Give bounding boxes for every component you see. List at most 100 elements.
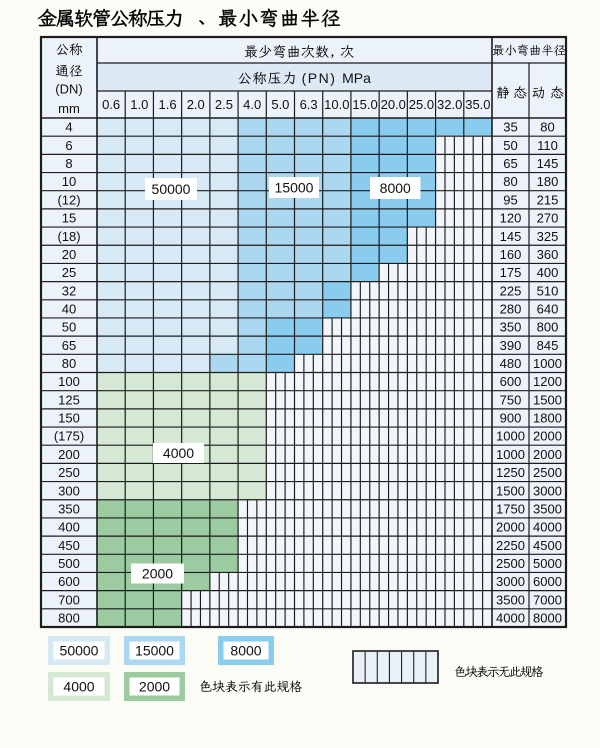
svg-text:6000: 6000 [533,574,562,589]
svg-text:5000: 5000 [533,556,562,571]
svg-text:2500: 2500 [533,465,562,480]
svg-text:145: 145 [537,156,559,171]
svg-text:mm: mm [58,101,80,116]
svg-text:32: 32 [62,283,76,298]
svg-text:15000: 15000 [275,179,314,195]
svg-text:2000: 2000 [139,678,170,694]
svg-text:15000: 15000 [135,642,174,658]
svg-text:2250: 2250 [496,538,525,553]
svg-text:390: 390 [500,338,522,353]
svg-text:10.0: 10.0 [324,97,349,112]
svg-text:2000: 2000 [533,429,562,444]
svg-text:270: 270 [537,211,559,226]
svg-text:40: 40 [62,301,76,316]
svg-text:125: 125 [58,392,80,407]
svg-text:(12): (12) [57,192,80,207]
svg-text:1000: 1000 [496,447,525,462]
svg-text:400: 400 [58,520,80,535]
svg-text:2.5: 2.5 [215,97,233,112]
svg-text:325: 325 [537,229,559,244]
svg-text:600: 600 [500,374,522,389]
svg-text:600: 600 [58,574,80,589]
svg-text:200: 200 [58,447,80,462]
svg-text:180: 180 [537,174,559,189]
svg-text:(18): (18) [57,229,80,244]
svg-text:1000: 1000 [496,429,525,444]
svg-text:800: 800 [537,320,559,335]
svg-text:3500: 3500 [533,501,562,516]
svg-text:(DN): (DN) [55,82,82,97]
svg-text:280: 280 [500,301,522,316]
svg-text:145: 145 [500,229,522,244]
svg-text:65: 65 [503,156,517,171]
svg-text:175: 175 [500,265,522,280]
svg-text:50: 50 [62,320,76,335]
svg-text:8000: 8000 [380,180,411,196]
svg-text:0.6: 0.6 [102,97,120,112]
svg-text:80: 80 [503,174,517,189]
svg-text:20.0: 20.0 [381,97,406,112]
svg-text:160: 160 [500,247,522,262]
svg-text:845: 845 [537,338,559,353]
svg-text:10: 10 [62,174,76,189]
svg-text:1750: 1750 [496,501,525,516]
svg-text:4000: 4000 [533,520,562,535]
svg-text:360: 360 [537,247,559,262]
svg-text:100: 100 [58,374,80,389]
svg-text:110: 110 [537,138,558,153]
svg-text:1250: 1250 [496,465,525,480]
svg-text:450: 450 [58,538,80,553]
svg-text:32.0: 32.0 [437,97,462,112]
svg-text:80: 80 [540,120,554,135]
svg-text:3000: 3000 [533,483,562,498]
svg-text:350: 350 [500,320,522,335]
svg-text:150: 150 [58,411,80,426]
svg-text:4000: 4000 [163,445,194,461]
svg-text:3500: 3500 [496,592,525,607]
svg-text:(175): (175) [54,429,84,444]
svg-text:5.0: 5.0 [271,97,289,112]
svg-text:750: 750 [500,392,522,407]
svg-text:25: 25 [62,265,76,280]
svg-text:6.3: 6.3 [300,97,318,112]
svg-text:2000: 2000 [533,447,562,462]
svg-text:900: 900 [500,411,522,426]
svg-text:1.6: 1.6 [159,97,177,112]
svg-text:350: 350 [58,501,80,516]
svg-text:800: 800 [58,611,80,626]
svg-text:480: 480 [500,356,522,371]
svg-text:510: 510 [537,283,559,298]
svg-text:1800: 1800 [533,411,562,426]
svg-text:50000: 50000 [152,181,191,197]
svg-text:80: 80 [62,356,76,371]
svg-text:4000: 4000 [496,611,525,626]
svg-text:4500: 4500 [533,538,562,553]
svg-text:25.0: 25.0 [409,97,434,112]
svg-text:35: 35 [503,120,517,135]
svg-text:300: 300 [58,483,80,498]
svg-text:1200: 1200 [533,374,562,389]
svg-text:50000: 50000 [60,642,99,658]
svg-text:3000: 3000 [496,574,525,589]
svg-text:15.0: 15.0 [352,97,377,112]
svg-text:120: 120 [500,211,522,226]
svg-text:2000: 2000 [496,520,525,535]
svg-text:2000: 2000 [142,565,173,581]
svg-text:215: 215 [537,192,559,207]
svg-text:8000: 8000 [230,642,261,658]
svg-text:400: 400 [537,265,559,280]
svg-text:640: 640 [537,301,559,316]
svg-text:6: 6 [65,138,72,153]
svg-text:50: 50 [503,138,517,153]
svg-text:8: 8 [65,156,72,171]
svg-text:20: 20 [62,247,76,262]
svg-text:1000: 1000 [533,356,562,371]
svg-text:7000: 7000 [533,592,562,607]
svg-text:4000: 4000 [63,678,94,694]
svg-text:700: 700 [58,592,80,607]
svg-text:1500: 1500 [533,392,562,407]
svg-text:95: 95 [503,192,517,207]
svg-text:MPa: MPa [342,70,371,86]
svg-text:1500: 1500 [496,483,525,498]
svg-text:225: 225 [500,283,522,298]
